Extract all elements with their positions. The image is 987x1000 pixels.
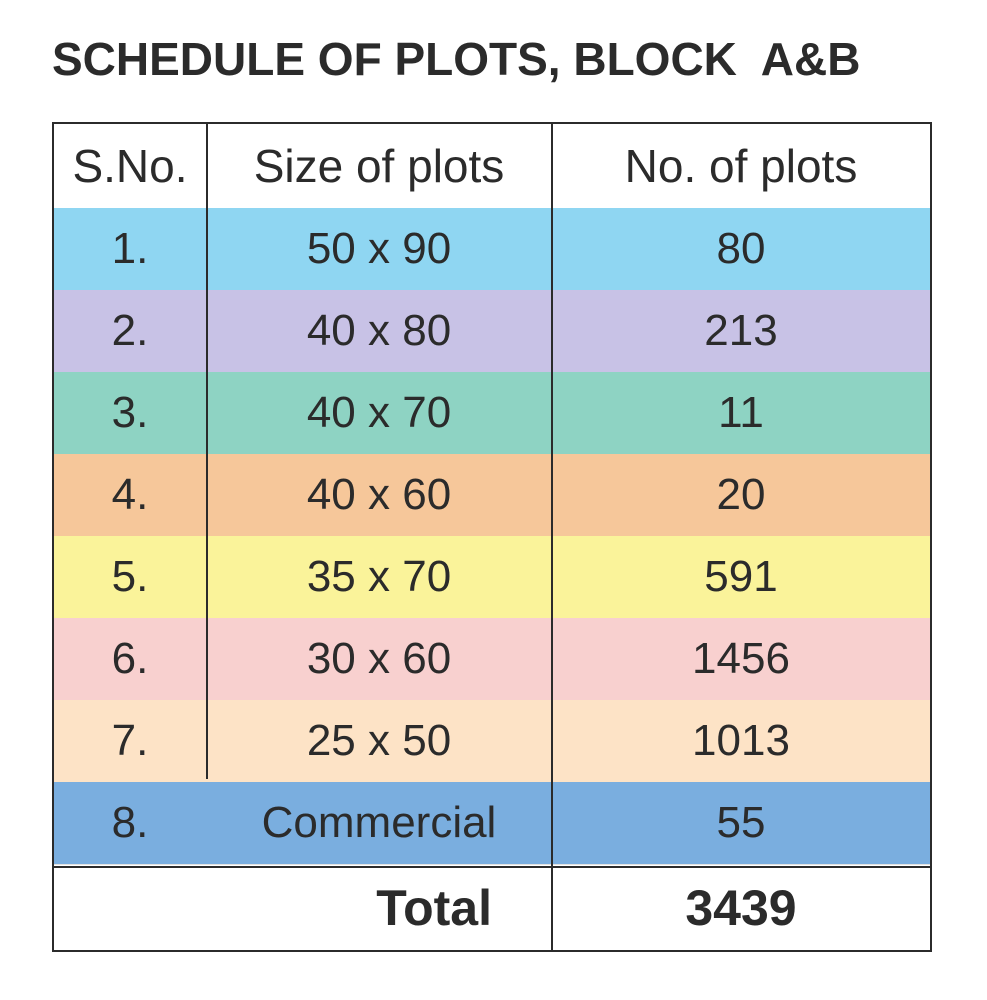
cell-size: 25 x 50 — [306, 716, 452, 765]
table-row: 4. 40 x 60 20 — [54, 454, 930, 536]
cell-num: 11 — [718, 388, 764, 437]
page-title: SCHEDULE OF PLOTS, BLOCK A&B — [52, 33, 861, 85]
table-row: 2. 40 x 80 213 — [54, 290, 930, 372]
table-header-row: S.No. Size of plots No. of plots — [54, 124, 930, 210]
cell-num: 1456 — [692, 634, 790, 683]
cell-sno: 6. — [111, 634, 149, 683]
cell-size: 40 x 60 — [306, 470, 452, 519]
row-separator — [54, 864, 930, 865]
header-sno: S.No. — [72, 140, 188, 192]
table-row: 6. 30 x 60 1456 — [54, 618, 930, 700]
cell-sno: 5. — [111, 552, 149, 601]
header-num: No. of plots — [624, 140, 858, 192]
cell-sno: 7. — [111, 716, 149, 765]
cell-size: Commercial — [261, 798, 497, 847]
cell-num: 213 — [704, 306, 778, 355]
cell-sno: 2. — [111, 306, 149, 355]
table-row: 3. 40 x 70 11 — [54, 372, 930, 454]
cell-num: 591 — [704, 552, 778, 601]
cell-num: 20 — [716, 470, 766, 519]
cell-size: 35 x 70 — [306, 552, 452, 601]
table-total-row: Total 3439 — [54, 866, 930, 950]
cell-size: 40 x 80 — [306, 306, 452, 355]
table-row: 7. 25 x 50 1013 — [54, 700, 930, 782]
plots-table: S.No. Size of plots No. of plots 1. 50 x … — [52, 122, 932, 952]
cell-size: 50 x 90 — [306, 224, 452, 273]
table-row: 8. Commercial 55 — [54, 782, 930, 864]
total-value: 3439 — [685, 880, 797, 936]
cell-num: 80 — [716, 224, 766, 273]
column-divider-1 — [206, 124, 208, 779]
cell-size: 40 x 70 — [306, 388, 452, 437]
table-row: 1. 50 x 90 80 — [54, 208, 930, 290]
column-divider-2 — [551, 124, 553, 950]
total-label: Total — [376, 880, 492, 936]
cell-sno: 8. — [111, 798, 149, 847]
cell-num: 55 — [716, 798, 766, 847]
header-size: Size of plots — [253, 140, 505, 192]
table-row: 5. 35 x 70 591 — [54, 536, 930, 618]
cell-size: 30 x 60 — [306, 634, 452, 683]
total-divider — [54, 866, 930, 868]
cell-num: 1013 — [692, 716, 790, 765]
cell-sno: 4. — [111, 470, 149, 519]
cell-sno: 1. — [111, 224, 149, 273]
cell-sno: 3. — [111, 388, 149, 437]
